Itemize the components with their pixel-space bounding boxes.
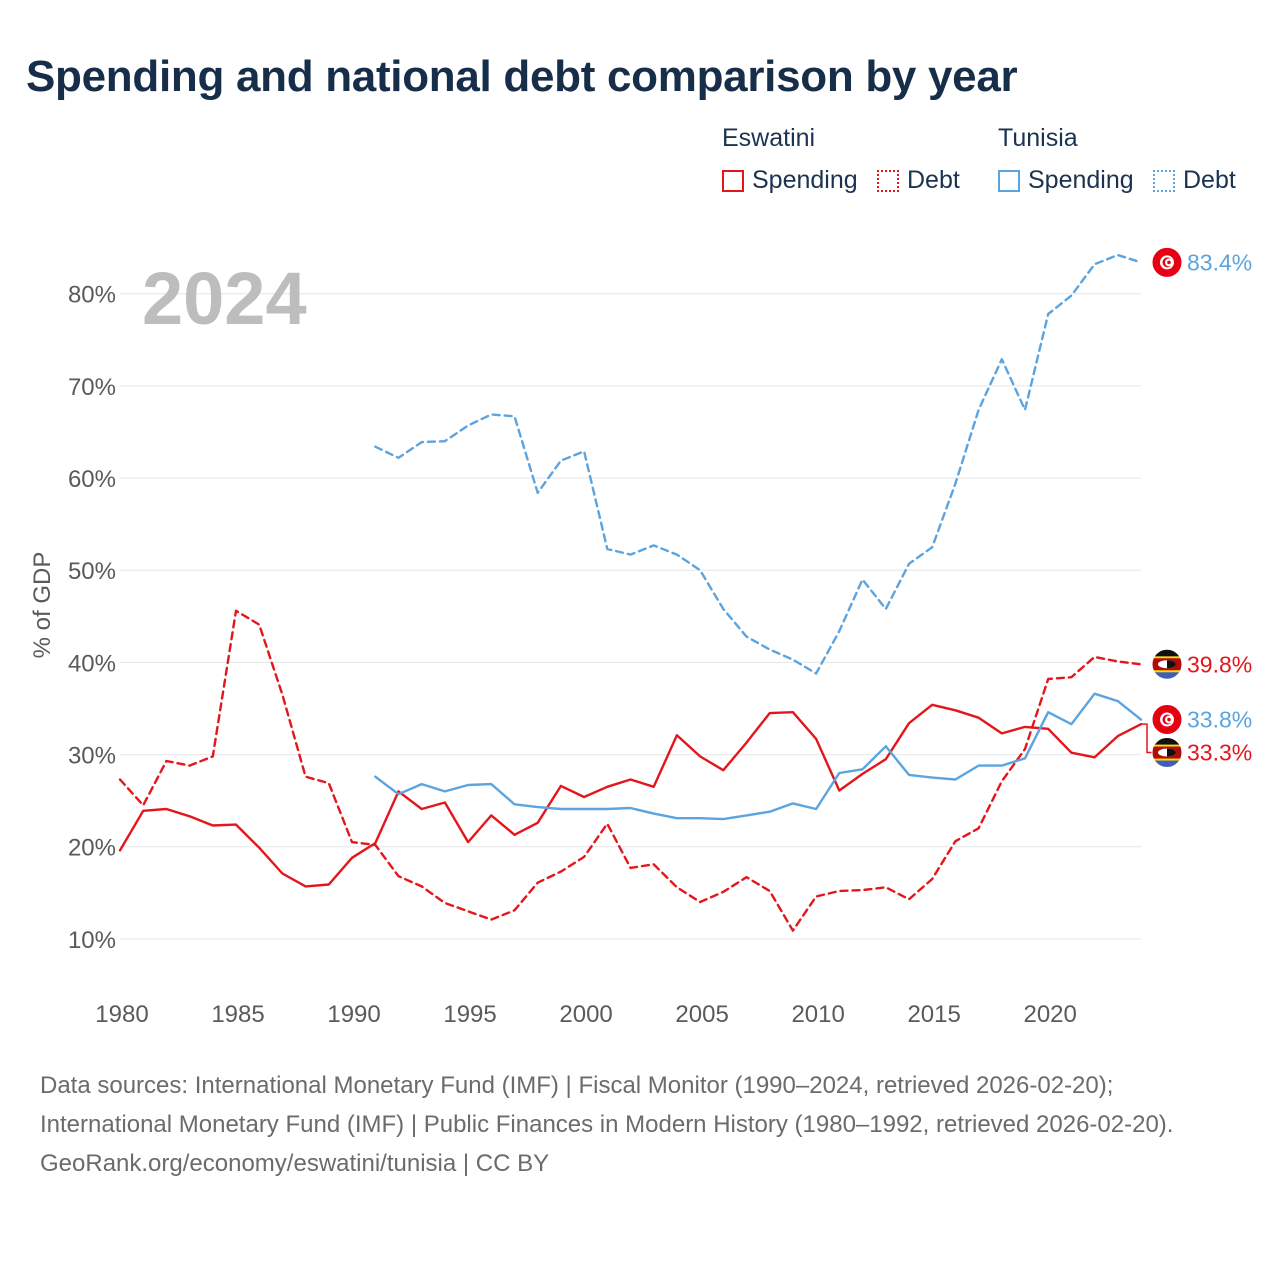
legend-item-tunisia-debt[interactable]: Debt <box>1153 166 1236 195</box>
flag-eswatini-dark <box>1152 649 1182 657</box>
x-tick-label: 2020 <box>1023 1001 1076 1028</box>
tunisia-flag-icon <box>1151 704 1183 736</box>
grid-lines <box>120 293 1141 940</box>
end-value-label: 83.4% <box>1187 249 1252 275</box>
y-tick-label: 60% <box>68 466 116 493</box>
y-tick-label: 40% <box>68 650 116 677</box>
chart-title: Spending and national debt comparison by… <box>26 52 1018 101</box>
tunisia-flag-icon <box>1151 246 1183 278</box>
y-tick-label: 80% <box>68 282 116 309</box>
data-sources: Data sources: International Monetary Fun… <box>40 1072 1174 1138</box>
y-tick-label: 70% <box>68 374 116 401</box>
end-markers: 83.4% 39.8% 33.8% 33.3% <box>1141 246 1252 769</box>
series-line-eswatini-spending <box>118 703 1143 888</box>
x-tick-label: 2005 <box>675 1001 728 1028</box>
legend-swatch-dotted-icon <box>1153 169 1175 192</box>
legend-group-eswatini: Eswatini Spending Debt <box>722 124 982 204</box>
x-tick-label: 2010 <box>791 1001 844 1028</box>
legend-swatch-solid-icon <box>998 169 1020 192</box>
series-line-eswatini-debt <box>118 609 1143 932</box>
end-value-label: 33.8% <box>1187 707 1252 733</box>
flag-ring <box>1151 648 1183 680</box>
x-tick-label: 1985 <box>211 1001 264 1028</box>
legend-item-eswatini-spending[interactable]: Spending <box>722 166 858 195</box>
x-tick-label: 1980 <box>95 1001 148 1028</box>
y-tick-label: 10% <box>68 927 116 954</box>
legend-group-name: Eswatini <box>722 124 816 152</box>
legend-label: Debt <box>1183 166 1236 194</box>
x-tick-label: 2000 <box>559 1001 612 1028</box>
y-tick-label: 50% <box>68 558 116 585</box>
flag-eswatini-shield-half <box>1167 660 1176 669</box>
y-tick-label: 30% <box>68 743 116 770</box>
legend-item-eswatini-debt[interactable]: Debt <box>877 166 960 195</box>
end-value-label: 33.3% <box>1187 740 1252 766</box>
y-axis-label: % of GDP <box>29 552 56 659</box>
flag-eswatini-shield-half <box>1167 748 1176 757</box>
end-value-label: 39.8% <box>1187 651 1252 677</box>
label-connector <box>1141 723 1152 754</box>
legend-group-tunisia: Tunisia Spending Debt <box>998 124 1258 204</box>
flag-eswatini-body <box>1152 649 1182 680</box>
legend-item-tunisia-spending[interactable]: Spending <box>998 166 1134 195</box>
flag-ring <box>1151 246 1183 278</box>
flag-eswatini-body <box>1152 737 1182 768</box>
series-lines <box>118 253 1143 932</box>
legend-group-name: Tunisia <box>998 124 1078 152</box>
line-chart: 2024 10%20%30%40%50%60%70%80% 1980 1985 19… <box>29 246 1252 1028</box>
legend-label: Debt <box>907 166 960 194</box>
x-tick-label: 1995 <box>443 1001 496 1028</box>
series-line-tunisia-debt <box>374 253 1143 675</box>
legend-label: Spending <box>752 166 858 194</box>
legend-swatch-dotted-icon <box>877 169 899 192</box>
eswatini-flag-icon <box>1151 737 1183 769</box>
flag-ring <box>1151 737 1183 769</box>
flag-ring <box>1151 704 1183 736</box>
x-axis: 1980 1985 1990 1995 2000 2005 2010 2015 2020 <box>95 1001 1077 1028</box>
x-tick-label: 2015 <box>907 1001 960 1028</box>
flag-tunisia-star <box>1167 717 1171 722</box>
eswatini-flag-icon <box>1151 648 1183 680</box>
year-label: 2024 <box>142 257 307 340</box>
legend-label: Spending <box>1028 166 1134 194</box>
series-line-tunisia-spending <box>374 692 1143 821</box>
flag-tunisia-star <box>1167 260 1171 265</box>
x-tick-label: 1990 <box>327 1001 380 1028</box>
y-axis: 10% 20% 30% 40% 50% 60% 70% 80% <box>68 282 116 954</box>
footer: Data sources: International Monetary Fun… <box>40 1066 1240 1183</box>
credit-link[interactable]: GeoRank.org/economy/eswatini/tunisia | C… <box>40 1150 550 1177</box>
legend-swatch-solid-icon <box>722 169 744 192</box>
y-tick-label: 20% <box>68 835 116 862</box>
flag-eswatini-dark <box>1152 737 1182 745</box>
